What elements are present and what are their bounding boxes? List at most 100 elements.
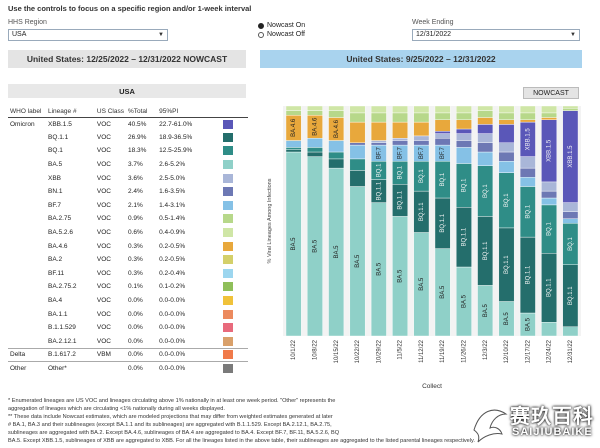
bar-segment [498, 142, 515, 153]
bar-segment [285, 110, 302, 116]
row-95pi: 0.2-0.5% [159, 242, 186, 250]
x-tick-label: 12/31/22 [568, 339, 574, 363]
chevron-down-icon: ▼ [158, 32, 164, 38]
row-us-class: VOC [96, 256, 111, 264]
bar-segment [328, 158, 345, 169]
table-row: Omicron XBB.1.5 VOC 40.5% 22.7-61.0% [8, 117, 248, 131]
row-color-cell [219, 158, 248, 172]
watermark-subtext: SAIJIUBAIKE [512, 426, 593, 438]
row-color-cell [219, 117, 248, 131]
bar-label: XBB.1.5 [525, 128, 531, 151]
row-95pi: 22.7-61.0% [159, 120, 193, 128]
bar-label: BF.7 [419, 146, 425, 159]
col-who-label: WHO label [8, 106, 48, 118]
bar-segment [434, 119, 451, 132]
row-total: 2.4% [127, 188, 143, 196]
table-row: BA.4.6 VOC 0.3% 0.2-0.5% [8, 239, 248, 253]
row-lineage: B.1.617.2 [48, 347, 97, 362]
lineage-color-swatch [223, 309, 234, 319]
lineage-table: WHO label Lineage # US Class %Total 95%P… [8, 106, 248, 376]
footnote-line: BA.5. Except XBB.1.5, sublineages of XBB… [8, 438, 475, 444]
bar-segment [328, 105, 345, 111]
table-row: BA.4 VOC 0.0% 0.0-0.0% [8, 294, 248, 308]
bar-segment [562, 108, 579, 111]
bar-label: BA.5 [483, 304, 489, 318]
nowcast-on-radio[interactable]: Nowcast On [258, 22, 305, 29]
row-lineage: BA.5 [48, 161, 63, 169]
row-total: 0.0% [127, 337, 143, 345]
week-select[interactable]: 12/31/2022 ▼ [412, 29, 580, 41]
row-lineage: BQ.1 [48, 147, 63, 155]
row-us-class: VOC [96, 324, 111, 332]
row-us-class: VOC [96, 147, 111, 155]
bar-label: BA.5 [313, 239, 319, 253]
row-95pi: 0.2-0.5% [159, 256, 186, 264]
footnote-line: * Enumerated lineages are US VOC and lin… [8, 398, 336, 404]
row-lineage: BA.1.1 [48, 310, 68, 318]
bar-segment [456, 140, 472, 148]
watermark-logo [473, 409, 508, 443]
row-95pi: 0.0-0.0% [159, 337, 186, 345]
bar-segment [498, 151, 515, 162]
row-who-label: Omicron [10, 120, 35, 128]
row-color-cell [219, 226, 248, 240]
row-color-cell [219, 239, 248, 253]
table-row: BA.2.12.1 VOC 0.0% 0.0-0.0% [8, 335, 248, 349]
bar-label: BA.4.6 [313, 117, 319, 136]
bar-label: BF.7 [398, 146, 404, 159]
row-who-label [8, 321, 48, 335]
bar-segment [519, 119, 536, 123]
lineage-color-swatch [223, 255, 234, 265]
nowcast-off-radio[interactable]: Nowcast Off [258, 31, 305, 38]
bar-segment [519, 167, 536, 178]
x-tick-label: 10/1/22 [291, 339, 297, 360]
bar-label: BQ.1 [398, 165, 404, 179]
table-row: BN.1 VOC 2.4% 1.6-3.5% [8, 185, 248, 199]
bar-segment [307, 110, 323, 116]
row-who-label [8, 158, 48, 172]
x-tick-label: 10/22/22 [355, 339, 361, 363]
row-95pi: 0.0-0.0% [159, 324, 186, 332]
bar-label: BQ.1.1 [547, 278, 553, 297]
x-axis-label: Collect [422, 383, 442, 390]
row-lineage: BQ.1.1 [48, 133, 69, 141]
lineage-color-swatch [223, 364, 234, 374]
range-banner: United States: 9/25/2022 – 12/31/2022 [260, 50, 582, 68]
region-select[interactable]: USA ▼ [8, 29, 168, 41]
row-total: 0.0% [127, 347, 160, 362]
table-row: BA.5.2.6 VOC 0.6% 0.4-0.9% [8, 226, 248, 240]
row-color-cell [219, 212, 248, 226]
lineage-color-swatch [223, 241, 234, 251]
row-95pi: 18.9-36.5% [159, 133, 193, 141]
bar-label: BQ.1.1 [568, 286, 574, 305]
bar-label: BA.5 [440, 285, 446, 299]
bar-label: BA.4.6 [291, 118, 297, 137]
row-color-cell [219, 144, 248, 158]
bar-label: BQ.1 [462, 178, 468, 192]
bar-segment [477, 117, 494, 125]
row-us-class: VOC [96, 229, 111, 237]
lineage-color-swatch [223, 200, 234, 210]
row-total: 26.9% [127, 133, 147, 141]
row-who-label [8, 144, 48, 158]
row-who-label [8, 280, 48, 294]
row-total: 0.3% [127, 256, 143, 264]
row-95pi: 0.0-0.0% [159, 347, 220, 362]
region-value: USA [12, 31, 27, 38]
x-tick-label: 10/8/22 [313, 339, 319, 360]
bar-segment [477, 133, 494, 143]
nowcast-button[interactable]: NOWCAST [523, 87, 579, 99]
col-95pi: 95%PI [159, 106, 220, 118]
bar-segment [307, 151, 323, 157]
bar-label: BQ.1 [504, 193, 510, 207]
x-tick-label: 12/10/22 [504, 339, 510, 363]
bar-segment [456, 105, 472, 114]
row-us-class: VOC [96, 215, 111, 223]
x-tick-label: 11/26/22 [462, 339, 468, 363]
row-95pi: 0.2-0.4% [159, 269, 186, 277]
bar-segment [392, 121, 408, 139]
row-us-class: VOC [96, 242, 111, 250]
bar-label: BQ.1 [419, 169, 425, 183]
row-who-label [8, 239, 48, 253]
bar-segment [370, 112, 387, 123]
